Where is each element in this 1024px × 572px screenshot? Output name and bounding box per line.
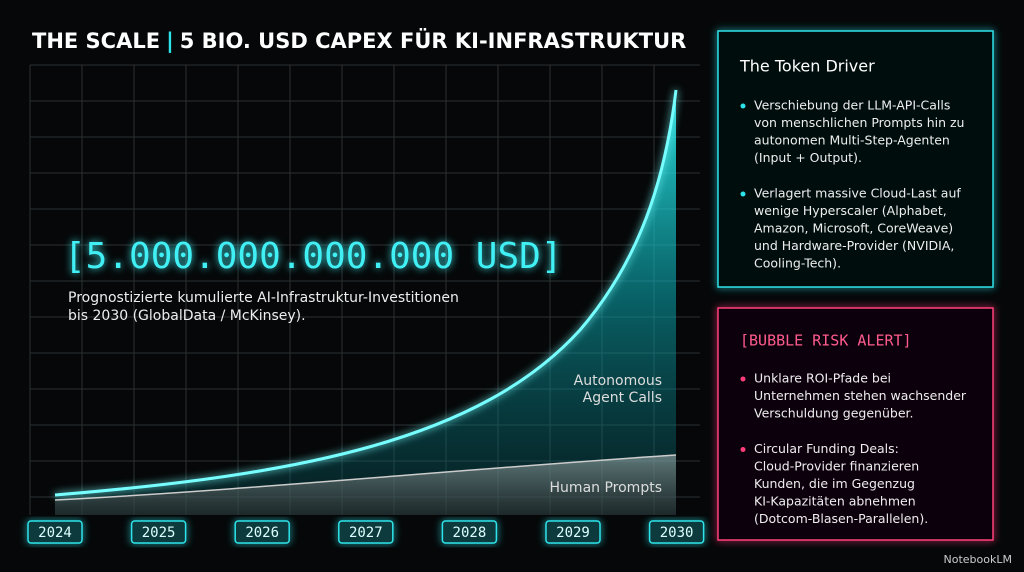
human-label: Human Prompts xyxy=(550,480,662,496)
bullet-text: Verlagert massive Cloud-Last auf xyxy=(754,186,961,201)
bullet-dot xyxy=(740,376,746,382)
risk-bullets: Unklare ROI-Pfade bei Unternehmen stehen … xyxy=(740,371,967,526)
token-bullets: Verschiebung der LLM-API-Calls von mensch… xyxy=(740,98,964,271)
year-box xyxy=(545,520,601,544)
year-box xyxy=(648,520,705,544)
human-curve xyxy=(54,454,677,501)
year-box xyxy=(441,520,498,544)
bullet-text: Amazon, Microsoft, CoreWeave) xyxy=(754,221,953,236)
year-label: 2027 xyxy=(349,525,383,541)
bullet-text: Unternehmen stehen wachsender xyxy=(754,388,967,403)
watermark: NotebookLM xyxy=(944,553,1012,566)
bullet-text: von menschlichen Prompts hin zu xyxy=(754,115,964,130)
year-box xyxy=(130,520,187,544)
year-box xyxy=(338,520,394,544)
bullet-text: Verschuldung gegenüber. xyxy=(754,406,914,421)
title-right: 5 BIO. USD CAPEX FÜR KI-INFRASTRUKTUR xyxy=(180,28,687,53)
human-area xyxy=(55,455,676,515)
bullet-dot xyxy=(740,191,746,197)
bullet-text: Cloud-Provider finanzieren xyxy=(754,459,919,474)
year-axis: 2024 2025 2026 2027 2028 2029 2030 xyxy=(27,520,705,544)
title-left: THE SCALE xyxy=(32,29,160,53)
bullet-dot xyxy=(740,447,746,452)
bullet-text: Unklare ROI-Pfade bei xyxy=(754,371,891,386)
bullet-text: Cooling-Tech). xyxy=(754,256,841,271)
description-line: bis 2030 (GlobalData / McKinsey). xyxy=(68,308,306,324)
risk-panel xyxy=(717,307,994,541)
panel-title: The Token Driver xyxy=(739,57,875,76)
bullet-text: Kunden, die im Gegenzug xyxy=(754,476,915,491)
year-label: 2024 xyxy=(38,525,72,541)
token-panel xyxy=(717,30,994,288)
bullet-text: Circular Funding Deals: xyxy=(754,441,899,456)
agent-label: Agent Calls xyxy=(583,390,662,406)
year-label: 2025 xyxy=(142,525,176,541)
bullet-text: wenige Hyperscaler (Alphabet, xyxy=(754,203,947,218)
year-box xyxy=(234,520,290,544)
year-box xyxy=(27,520,83,544)
year-label: 2029 xyxy=(556,525,590,541)
panel-title: [BUBBLE RISK ALERT] xyxy=(740,332,912,350)
year-label: 2028 xyxy=(453,525,487,541)
bullet-text: (Input + Output). xyxy=(754,150,862,165)
title-separator: | xyxy=(166,29,174,54)
year-label: 2030 xyxy=(660,525,694,541)
headline: [5.000.000.000.000 USD] xyxy=(64,236,563,277)
bullet-text: KI-Kapazitäten abnehmen xyxy=(754,494,916,509)
title: THE SCALE | 5 BIO. USD CAPEX FÜR KI-INFRAS… xyxy=(32,28,686,54)
agent-label: Autonomous xyxy=(574,373,662,389)
agent-area xyxy=(55,90,676,515)
bullet-dot xyxy=(740,103,746,109)
bullet-text: (Dotcom-Blasen-Parallelen). xyxy=(754,511,928,526)
bullet-text: und Hardware-Provider (NVIDIA, xyxy=(754,238,954,253)
agent-curve xyxy=(54,89,678,497)
year-label: 2026 xyxy=(245,525,279,541)
bullet-text: Verschiebung der LLM-API-Calls xyxy=(754,98,950,113)
bullet-text: autonomen Multi-Step-Agenten xyxy=(754,133,950,148)
description-line: Prognostizierte kumulierte AI-Infrastruk… xyxy=(68,290,459,306)
